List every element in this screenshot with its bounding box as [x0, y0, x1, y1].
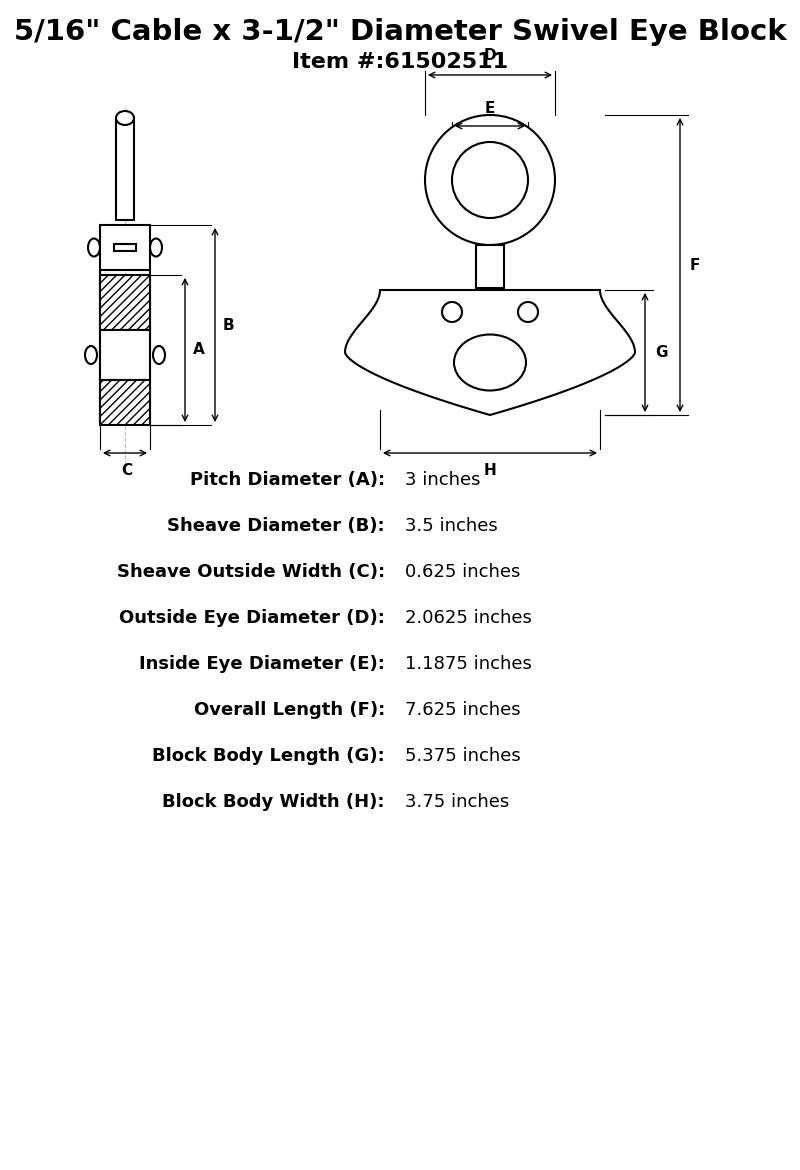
Text: E: E	[485, 101, 495, 116]
Bar	[476, 245, 504, 288]
Ellipse shape	[85, 346, 97, 364]
Text: G: G	[655, 345, 667, 360]
Text: Inside Eye Diameter (E):: Inside Eye Diameter (E):	[139, 655, 385, 673]
Bar	[100, 225, 150, 270]
Polygon shape	[100, 380, 150, 425]
Text: H: H	[484, 463, 496, 479]
Text: Item #:61502511: Item #:61502511	[292, 51, 508, 73]
Circle shape	[442, 302, 462, 322]
Text: 1.1875 inches: 1.1875 inches	[405, 655, 532, 673]
Text: 5/16" Cable x 3-1/2" Diameter Swivel Eye Block: 5/16" Cable x 3-1/2" Diameter Swivel Eye…	[14, 18, 786, 46]
Text: Sheave Diameter (B):: Sheave Diameter (B):	[167, 517, 385, 535]
Ellipse shape	[454, 335, 526, 391]
Text: A: A	[193, 343, 205, 358]
Circle shape	[425, 115, 555, 245]
Text: 3.5 inches: 3.5 inches	[405, 517, 498, 535]
Text: 3 inches: 3 inches	[405, 472, 481, 489]
Text: D: D	[484, 48, 496, 63]
Ellipse shape	[150, 239, 162, 256]
Text: 0.625 inches: 0.625 inches	[405, 563, 520, 581]
Text: Pitch Diameter (A):: Pitch Diameter (A):	[190, 472, 385, 489]
Ellipse shape	[88, 239, 100, 256]
Text: B: B	[223, 317, 234, 332]
Circle shape	[452, 142, 528, 218]
Bar	[114, 245, 136, 252]
Text: Block Body Length (G):: Block Body Length (G):	[152, 746, 385, 765]
Circle shape	[518, 302, 538, 322]
Text: C: C	[122, 463, 133, 479]
Text: Block Body Width (H):: Block Body Width (H):	[162, 793, 385, 811]
Polygon shape	[345, 290, 635, 415]
Text: 2.0625 inches: 2.0625 inches	[405, 610, 532, 627]
Text: Outside Eye Diameter (D):: Outside Eye Diameter (D):	[119, 610, 385, 627]
Bar	[116, 118, 134, 220]
Text: 3.75 inches: 3.75 inches	[405, 793, 510, 811]
Text: 7.625 inches: 7.625 inches	[405, 701, 521, 720]
Text: Sheave Outside Width (C):: Sheave Outside Width (C):	[117, 563, 385, 581]
Ellipse shape	[116, 111, 134, 125]
Text: Overall Length (F):: Overall Length (F):	[194, 701, 385, 720]
Text: 5.375 inches: 5.375 inches	[405, 746, 521, 765]
Polygon shape	[100, 275, 150, 330]
Bar	[100, 330, 150, 380]
Ellipse shape	[153, 346, 165, 364]
Text: F: F	[690, 257, 700, 273]
